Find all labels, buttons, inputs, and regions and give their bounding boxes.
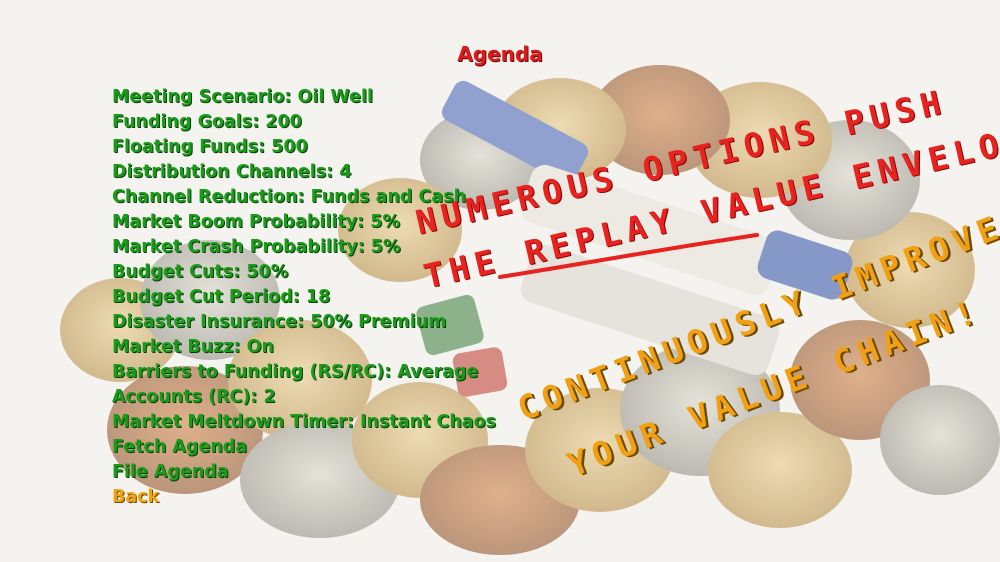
menu-item-market-buzz[interactable]: Market Buzz: On [112, 337, 274, 357]
menu-item-distribution-channels[interactable]: Distribution Channels: 4 [112, 162, 352, 182]
menu-item-market-boom-probability[interactable]: Market Boom Probability: 5% [112, 212, 400, 232]
menu-item-channel-reduction[interactable]: Channel Reduction: Funds and Cash [112, 187, 467, 207]
menu-item-market-crash-probability[interactable]: Market Crash Probability: 5% [112, 237, 401, 257]
red-underline-stroke [498, 233, 759, 279]
menu-item-budget-cuts[interactable]: Budget Cuts: 50% [112, 262, 289, 282]
menu-item-file-agenda[interactable]: File Agenda [112, 462, 229, 482]
menu-item-meeting-scenario[interactable]: Meeting Scenario: Oil Well [112, 87, 373, 107]
menu-item-disaster-insurance[interactable]: Disaster Insurance: 50% Premium [112, 312, 447, 332]
menu-item-accounts[interactable]: Accounts (RC): 2 [112, 387, 276, 407]
menu-item-funding-goals[interactable]: Funding Goals: 200 [112, 112, 302, 132]
menu-item-budget-cut-period[interactable]: Budget Cut Period: 18 [112, 287, 331, 307]
menu-title: Agenda [457, 42, 543, 66]
menu-item-fetch-agenda[interactable]: Fetch Agenda [112, 437, 248, 457]
menu-item-barriers-to-funding[interactable]: Barriers to Funding (RS/RC): Average [112, 362, 479, 382]
agenda-menu: Meeting Scenario: Oil Well Funding Goals… [112, 85, 496, 510]
back-button[interactable]: Back [112, 487, 160, 507]
menu-item-floating-funds[interactable]: Floating Funds: 500 [112, 137, 308, 157]
menu-item-market-meltdown-timer[interactable]: Market Meltdown Timer: Instant Chaos [112, 412, 497, 432]
